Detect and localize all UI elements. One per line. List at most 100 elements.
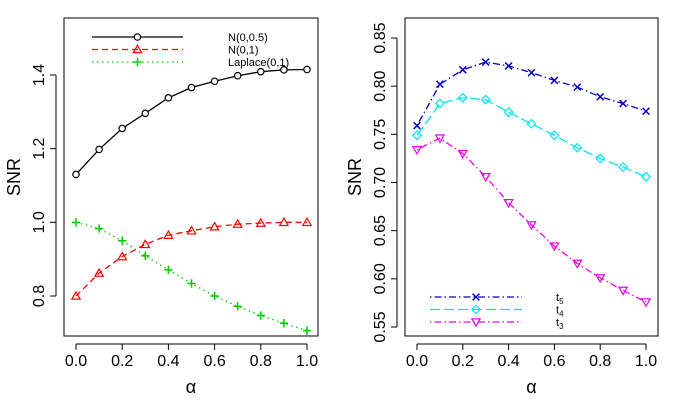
data-point — [435, 80, 444, 89]
data-point — [302, 326, 312, 335]
data-point — [301, 216, 313, 227]
legend-marker — [133, 33, 142, 41]
data-point — [141, 109, 150, 118]
data-point — [209, 221, 220, 231]
series-line — [416, 137, 647, 303]
legend-subscript: 3 — [559, 322, 564, 331]
data-point — [572, 142, 583, 153]
legend-label: N(0,1) — [228, 45, 259, 57]
data-point — [70, 290, 82, 300]
y-tick-label: 0.75 — [372, 119, 389, 150]
data-point — [504, 62, 513, 70]
data-point — [187, 279, 196, 288]
left-chart-panel: 0.0 0.2 0.4 0.6 0.8 1.0 α 0.8 1.0 1.2 1.4 SNR N(0,0.… — [4, 17, 319, 397]
y-tick-label: 0.70 — [372, 167, 389, 198]
data-point — [140, 239, 151, 249]
y-tick-label: 0.80 — [372, 70, 389, 101]
legend-label: Laplace(0,1) — [228, 57, 289, 69]
series-laplace-0-1- — [71, 218, 312, 335]
x-tick-label: 1.0 — [296, 353, 318, 370]
legend-subscript: 4 — [559, 310, 564, 319]
legend-label: t5 — [556, 292, 564, 306]
plot-frame — [404, 17, 659, 337]
y-tick-label: 1.2 — [31, 137, 48, 159]
series-t3 — [411, 134, 652, 308]
x-tick-label: 0.0 — [406, 353, 428, 370]
x-tick-label: 0.4 — [497, 353, 519, 370]
y-tick-label: 0.60 — [372, 263, 389, 294]
y-tick-label: 1.4 — [31, 64, 48, 86]
data-point — [458, 65, 467, 74]
data-point — [233, 71, 242, 80]
data-point — [526, 118, 537, 129]
data-point — [232, 218, 243, 228]
series-n-0-1- — [70, 216, 313, 300]
data-point — [480, 94, 491, 105]
data-point — [595, 153, 606, 164]
legend: N(0,0.5)N(0,1)Laplace(0,1) — [92, 32, 289, 69]
data-point — [187, 83, 196, 92]
x-tick-label: 0.6 — [203, 353, 225, 370]
legend-marker — [472, 293, 480, 301]
data-point — [618, 162, 629, 173]
data-point — [280, 66, 288, 74]
data-point — [457, 149, 469, 160]
series-line — [416, 97, 647, 178]
y-tick-label: 1.0 — [31, 211, 48, 233]
data-point — [93, 267, 105, 277]
data-point — [594, 274, 606, 284]
x-tick-label: 0.2 — [452, 353, 474, 370]
y-tick-label: 0.65 — [372, 215, 389, 246]
x-tick-label: 0.4 — [157, 353, 179, 370]
legend-marker — [470, 304, 482, 315]
legend-label: N(0,0.5) — [228, 32, 268, 44]
data-point — [503, 198, 514, 209]
legend-marker — [133, 57, 142, 67]
data-point — [210, 291, 219, 301]
y-axis-title: SNR — [4, 158, 24, 196]
data-point — [256, 311, 265, 320]
legend-marker — [132, 44, 143, 54]
data-point — [118, 124, 127, 133]
data-point — [164, 265, 173, 275]
x-axis-title: α — [526, 377, 536, 397]
legend-subscript: 5 — [559, 297, 564, 306]
data-point — [186, 225, 197, 235]
series-n-0-0-5- — [72, 65, 311, 179]
data-point — [596, 92, 605, 101]
y-axis-title: SNR — [345, 158, 365, 196]
data-point — [503, 107, 514, 118]
legend-label: t3 — [556, 317, 564, 331]
x-axis-title: α — [186, 377, 196, 397]
data-point — [526, 221, 537, 231]
data-point — [434, 98, 445, 109]
data-point — [619, 99, 628, 108]
data-point — [640, 298, 652, 308]
series-t5 — [413, 58, 650, 130]
data-point — [411, 130, 423, 141]
series-line — [75, 221, 308, 332]
data-point — [434, 134, 446, 144]
data-point — [118, 236, 127, 245]
legend-marker — [470, 318, 482, 328]
data-point — [550, 76, 559, 85]
data-point — [279, 319, 289, 328]
data-point — [572, 259, 583, 269]
right-chart-panel: 0.0 0.2 0.4 0.6 0.8 1.0 α 0.55 0.60 0.65 0.70 0.75 0… — [345, 17, 659, 397]
data-point — [642, 107, 650, 116]
series-t4 — [411, 92, 652, 182]
data-point — [95, 145, 103, 154]
data-point — [413, 121, 421, 130]
data-point — [210, 77, 219, 86]
data-point — [411, 145, 423, 156]
y-tick-label: 0.55 — [372, 311, 389, 342]
series-line — [75, 221, 307, 297]
data-point — [256, 67, 265, 76]
y-tick-label: 0.8 — [31, 285, 48, 307]
data-point — [278, 216, 290, 227]
data-point — [573, 83, 582, 92]
data-point — [72, 170, 80, 179]
data-point — [549, 242, 560, 252]
